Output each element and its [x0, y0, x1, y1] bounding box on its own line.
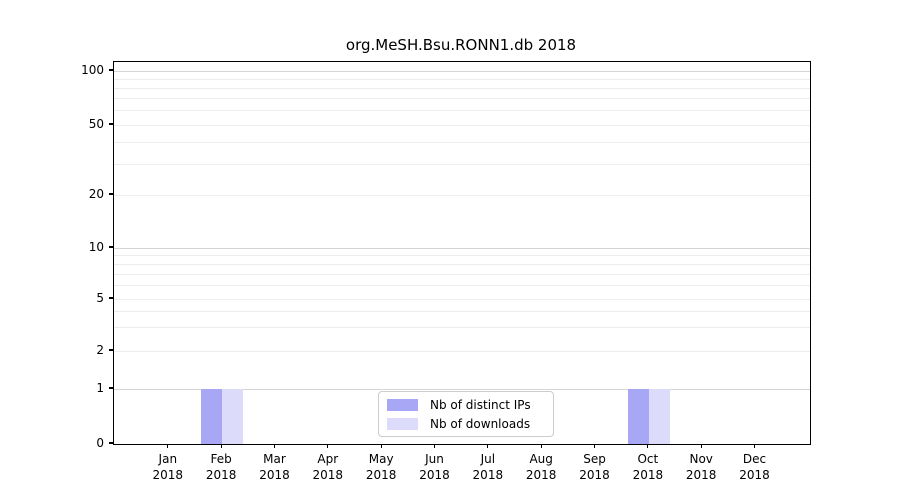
x-tick-label-feb: Feb 2018: [190, 451, 252, 483]
y-tick: [109, 442, 113, 444]
x-tick: [167, 444, 169, 449]
x-tick-year-label: 2018: [579, 468, 610, 482]
x-tick-label-mar: Mar 2018: [243, 451, 305, 483]
x-tick: [753, 444, 756, 449]
y-gridline-minor: [114, 194, 810, 196]
y-tick-label: 5: [96, 291, 104, 305]
legend-row-distinct-ips: Nb of distinct IPs: [387, 398, 545, 412]
y-gridline-minor: [114, 327, 810, 329]
y-gridline-major: [114, 70, 810, 72]
y-gridline-minor: [114, 163, 810, 165]
y-tick: [109, 246, 113, 248]
x-tick-year-label: 2018: [685, 468, 717, 482]
x-tick-year-label: 2018: [419, 468, 450, 482]
x-tick: [700, 444, 702, 449]
plot-area: [113, 61, 811, 445]
y-gridline-minor: [114, 298, 810, 300]
y-gridline-major: [114, 388, 810, 390]
x-tick: [593, 444, 596, 449]
y-gridline-minor: [114, 255, 810, 257]
y-tick: [109, 69, 113, 71]
y-tick: [109, 193, 113, 195]
x-tick-label-nov: Nov 2018: [670, 451, 732, 483]
y-gridline-minor: [114, 285, 810, 287]
y-gridline-minor: [114, 273, 810, 275]
x-tick-label-jul: Jul 2018: [457, 451, 519, 483]
y-tick-label: 10: [88, 240, 104, 254]
x-tick-label-apr: Apr 2018: [297, 451, 359, 483]
y-gridline-minor: [114, 110, 810, 112]
y-gridline-minor: [114, 350, 810, 352]
x-tick-label-may: May 2018: [350, 451, 412, 483]
x-tick: [433, 444, 436, 449]
x-tick-year-label: 2018: [632, 468, 664, 482]
y-tick-label: 0: [96, 436, 104, 450]
x-tick-label-jan: Jan 2018: [137, 451, 199, 483]
bar-nb-of-distinct-ips-feb: [200, 389, 223, 444]
x-tick-year-label: 2018: [259, 468, 290, 482]
x-tick-label-oct: Oct 2018: [617, 451, 679, 483]
y-tick-label: 100: [81, 63, 104, 77]
x-tick-year-label: 2018: [152, 468, 184, 482]
y-gridline-minor: [114, 263, 810, 265]
legend-label-distinct-ips: Nb of distinct IPs: [430, 397, 531, 412]
x-tick-year-label: 2018: [525, 468, 557, 482]
y-gridline-minor: [114, 78, 810, 80]
x-tick-year-label: 2018: [312, 468, 344, 482]
x-tick-label-sep: Sep 2018: [564, 451, 626, 483]
y-tick-label: 1: [96, 381, 104, 395]
legend-patch-distinct-ips-icon: [387, 398, 418, 411]
y-gridline-major: [114, 247, 810, 249]
x-tick: [273, 444, 276, 449]
x-tick: [540, 444, 542, 449]
y-gridline-minor: [114, 98, 810, 100]
legend-label-downloads: Nb of downloads: [430, 416, 531, 431]
y-gridline-minor: [114, 87, 810, 89]
x-tick: [220, 444, 222, 449]
x-tick-year-label: 2018: [472, 468, 504, 482]
chart-title: org.MeSH.Bsu.RONN1.db 2018: [345, 36, 577, 54]
y-gridline-minor: [114, 311, 810, 313]
y-tick: [109, 387, 113, 389]
y-tick-label: 20: [88, 187, 104, 201]
y-gridline-minor: [114, 141, 810, 143]
bar-nb-of-distinct-ips-oct: [627, 389, 649, 444]
x-tick: [327, 444, 329, 449]
y-tick: [109, 349, 113, 351]
bar-nb-of-downloads-oct: [648, 389, 671, 444]
bar-nb-of-downloads-feb: [222, 389, 244, 444]
y-tick-label: 2: [96, 343, 104, 357]
legend-row-downloads: Nb of downloads: [387, 417, 545, 431]
x-tick-label-aug: Aug 2018: [510, 451, 572, 483]
legend-patch-downloads-icon: [387, 417, 418, 430]
x-tick-year-label: 2018: [365, 468, 397, 482]
y-tick-label: 50: [88, 117, 104, 131]
y-tick: [109, 297, 113, 299]
x-tick-label-jun: Jun 2018: [404, 451, 466, 483]
legend: Nb of distinct IPs Nb of downloads: [378, 391, 554, 437]
x-tick: [487, 444, 489, 449]
x-tick-label-dec: Dec 2018: [724, 451, 786, 483]
x-tick: [380, 444, 382, 449]
x-tick: [647, 444, 649, 449]
x-tick-year-label: 2018: [205, 468, 237, 482]
x-tick-year-label: 2018: [739, 468, 770, 482]
y-gridline-minor: [114, 124, 810, 126]
y-tick: [109, 123, 113, 125]
